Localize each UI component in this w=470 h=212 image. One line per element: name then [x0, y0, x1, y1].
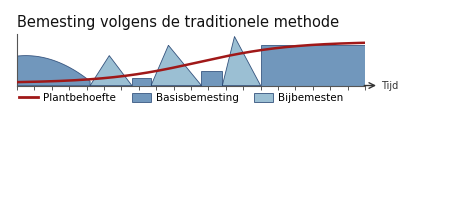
Legend: Plantbehoefte, Basisbemesting, Bijbemesten: Plantbehoefte, Basisbemesting, Bijbemest… — [16, 89, 348, 107]
Polygon shape — [90, 56, 132, 85]
Polygon shape — [222, 37, 260, 85]
Text: Tijd: Tijd — [381, 81, 398, 91]
Polygon shape — [260, 45, 365, 85]
Text: Bemesting volgens de traditionele methode: Bemesting volgens de traditionele method… — [17, 15, 339, 30]
Polygon shape — [151, 45, 202, 85]
Polygon shape — [17, 56, 90, 85]
Polygon shape — [132, 78, 151, 85]
Polygon shape — [202, 71, 222, 85]
